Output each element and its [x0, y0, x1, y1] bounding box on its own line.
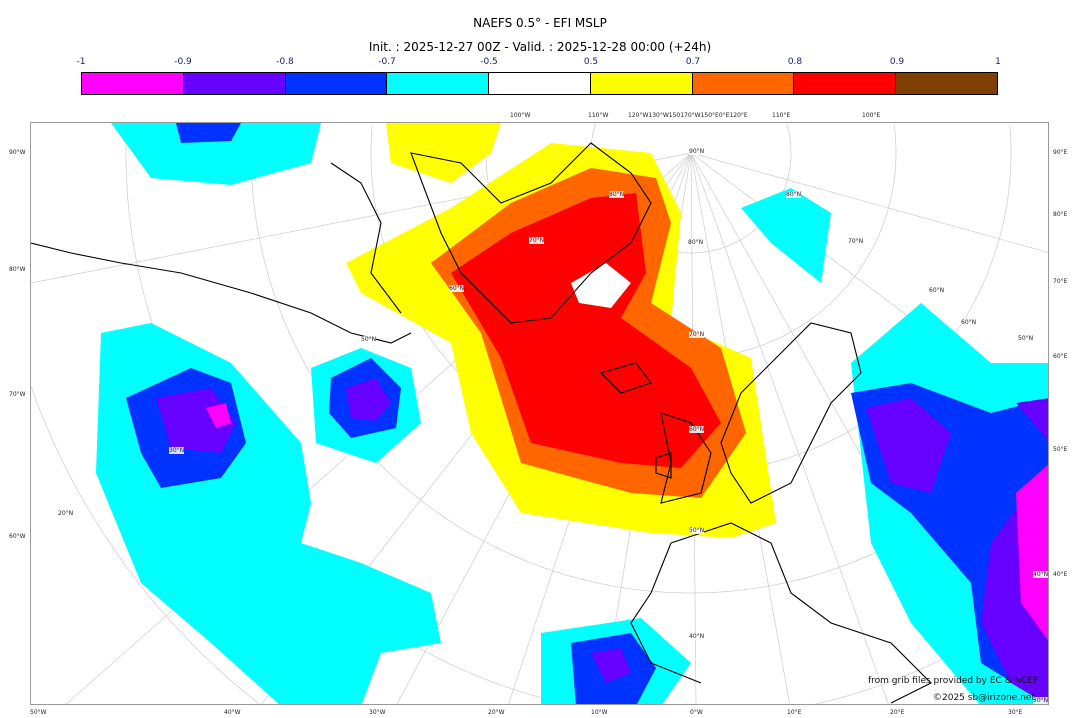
latitude-circle — [786, 123, 792, 153]
latitude-label: 50°N — [689, 527, 705, 534]
axis-label-right: 60°E — [1053, 353, 1068, 360]
coastlines — [31, 142, 932, 704]
latitude-label: 70°N — [848, 238, 864, 245]
latitude-label: 40°N — [1033, 571, 1049, 578]
axis-label-top: 100°E — [862, 112, 881, 119]
colorbar-tick-label: 0.7 — [685, 57, 701, 67]
axis-label-right: 80°E — [1053, 211, 1068, 218]
latitude-label: 50°N — [361, 336, 377, 343]
colorbar-segment — [489, 73, 591, 94]
cyan-top-left — [111, 123, 321, 185]
colorbar-segment — [794, 73, 897, 94]
latitude-label: 70°N — [529, 237, 545, 244]
map-title: NAEFS 0.5° - EFI MSLP — [473, 16, 607, 30]
axis-label-right: 90°E — [1053, 149, 1068, 156]
latitude-label: 80°N — [786, 191, 802, 198]
axis-label-bottom: 40°W — [224, 709, 241, 716]
axis-label-right: 70°E — [1053, 278, 1068, 285]
latitude-label: 80°N — [609, 191, 625, 198]
colorbar-segment — [590, 73, 693, 94]
colorbar-segment — [183, 73, 286, 94]
latitude-label: 80°N — [688, 239, 704, 246]
axis-label-top: 110°W — [588, 112, 609, 119]
latitude-label: 60°N — [961, 319, 977, 326]
colorbar-tick-label: -0.9 — [174, 57, 192, 67]
axis-label-top: 120°W130°W150170°W150°E0°E120°E — [628, 112, 748, 119]
copyright: ©2025 sb@irizone.net — [933, 693, 1035, 703]
axis-label-left: 60°W — [9, 533, 26, 540]
axis-label-bottom: 10°W — [591, 709, 608, 716]
latitude-label: 60°N — [449, 285, 465, 292]
colorbar-tick-label: -1 — [76, 57, 86, 67]
colorbar-tick-label: 0.8 — [787, 57, 803, 67]
latitude-label: 70°N — [689, 331, 705, 338]
axis-label-bottom: 20°E — [890, 709, 905, 716]
colorbar-tick-label: 1 — [995, 57, 1001, 67]
colorbar — [81, 72, 998, 95]
map-subtitle: Init. : 2025-12-27 00Z - Valid. : 2025-1… — [368, 40, 712, 54]
latitude-label: 30°N — [1033, 697, 1049, 704]
colorbar-tick-label: 0.5 — [583, 57, 599, 67]
data-source-credit: from grib files provided by EC & NCEP — [868, 676, 1039, 686]
colorbar-segment — [285, 73, 388, 94]
efi-field — [96, 123, 1048, 704]
axis-label-left: 80°W — [9, 266, 26, 273]
colorbar-segment — [692, 73, 795, 94]
latitude-circle — [31, 386, 260, 704]
efi-map: 90°N 80°N 70°N 60°N 50°N 40°N 30°N 20°N 50°N 60°N… — [30, 122, 1049, 705]
axis-label-bottom: 30°W — [369, 709, 386, 716]
latitude-label: 60°N — [929, 287, 945, 294]
latitude-circle — [893, 124, 897, 153]
axis-label-bottom: 20°W — [488, 709, 505, 716]
axis-label-bottom: 10°E — [787, 709, 802, 716]
latitude-label: 50°N — [1018, 335, 1034, 342]
colorbar-tick-label: -0.8 — [276, 57, 294, 67]
colorbar-segment — [387, 73, 490, 94]
axis-label-left: 70°W — [9, 391, 26, 398]
colorbar-segment — [896, 73, 998, 94]
latitude-circle — [1009, 125, 1012, 153]
latitude-label: 30°N — [169, 447, 185, 454]
axis-label-bottom: 0°W — [690, 709, 703, 716]
colorbar-segment — [82, 73, 184, 94]
colorbar-tick-label: -0.7 — [378, 57, 396, 67]
latitude-label: 20°N — [58, 510, 74, 517]
colorbar-tick-label: -0.5 — [480, 57, 498, 67]
map-canvas — [31, 123, 1048, 704]
colorbar-tick-label: 0.9 — [889, 57, 905, 67]
axis-label-bottom: 50°W — [30, 709, 47, 716]
latitude-label: 90°N — [689, 148, 705, 155]
latitude-label: 60°N — [689, 426, 705, 433]
latitude-label: 40°N — [689, 633, 705, 640]
axis-label-top: 110°E — [772, 112, 791, 119]
axis-label-right: 40°E — [1053, 571, 1068, 578]
axis-label-left: 90°W — [9, 149, 26, 156]
axis-label-bottom: 30°E — [1008, 709, 1023, 716]
axis-label-top: 100°W — [510, 112, 531, 119]
axis-label-right: 50°E — [1053, 446, 1068, 453]
